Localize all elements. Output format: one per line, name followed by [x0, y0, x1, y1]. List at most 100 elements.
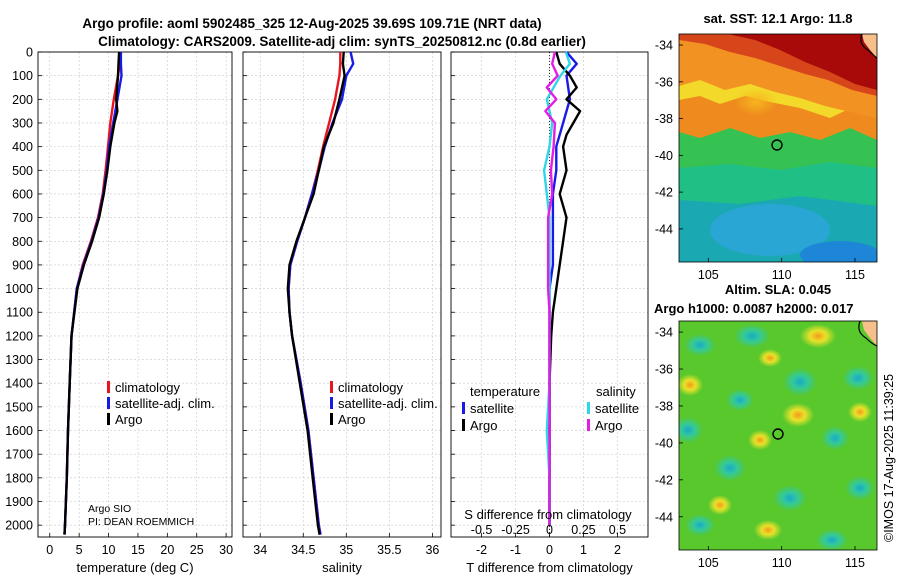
sst-map-frame [678, 33, 878, 263]
temperature-xtick-label: 30 [219, 543, 233, 557]
map-lon-tick-label: 110 [772, 268, 792, 282]
map-lat-tick-label: -40 [655, 149, 673, 163]
differences-xtick-label: -1 [510, 543, 521, 557]
temperature-xtick-label: 20 [160, 543, 174, 557]
legend-entry: climatology [338, 380, 404, 395]
differences-xtick-label: 0 [546, 543, 553, 557]
sla-map-title: Altim. SLA: 0.045 [725, 282, 831, 297]
salinity-xtick-label: 34.5 [291, 543, 315, 557]
salinity-xlabel: salinity [322, 560, 362, 575]
depth-tick-label: 1000 [5, 282, 33, 296]
differences-series-argo-s-diff [544, 51, 559, 526]
salinity-xtick-label: 35.5 [377, 543, 401, 557]
temperature-xtick-label: 10 [102, 543, 116, 557]
legend-entry: Argo [595, 418, 622, 433]
map-lat-tick-label: -44 [655, 222, 673, 236]
depth-tick-label: 1600 [5, 424, 33, 438]
legend-swatch [587, 402, 590, 414]
legend-swatch [330, 381, 333, 393]
map-lon-tick-label: 110 [772, 556, 792, 570]
map-lat-tick-label: -44 [655, 510, 673, 524]
legend-entry: satellite-adj. clim. [115, 396, 215, 411]
depth-tick-label: 300 [12, 116, 33, 130]
salinity-xtick-label: 34 [253, 543, 267, 557]
depth-tick-label: 700 [12, 211, 33, 225]
map-lon-tick-label: 105 [698, 556, 719, 570]
legend-entry: Argo [338, 412, 365, 427]
map-lat-tick-label: -40 [655, 436, 673, 450]
temperature-grid [38, 51, 232, 537]
legend-swatch [107, 413, 110, 425]
legend-swatch [462, 419, 465, 431]
depth-tick-label: 2000 [5, 519, 33, 533]
s-difference-tick-label: 0 [546, 523, 553, 537]
temperature-xtick-label: 15 [131, 543, 145, 557]
map-lat-tick-label: -42 [655, 186, 673, 200]
legend-swatch [330, 413, 333, 425]
depth-tick-label: 0 [26, 46, 33, 60]
legend-swatch [107, 397, 110, 409]
map-lon-tick-label: 105 [698, 268, 719, 282]
map-lat-tick-label: -42 [655, 473, 673, 487]
depth-tick-label: 800 [12, 235, 33, 249]
depth-tick-label: 1800 [5, 471, 33, 485]
s-difference-tick-label: -0.5 [471, 523, 493, 537]
depth-tick-label: 1500 [5, 400, 33, 414]
depth-tick-label: 900 [12, 258, 33, 272]
temperature-xtick-label: 5 [76, 543, 83, 557]
figure-title-line2: Climatology: CARS2009. Satellite-adj cli… [98, 34, 586, 49]
sst-field [679, 34, 877, 262]
s-difference-tick-label: 0.25 [571, 523, 595, 537]
depth-tick-label: 1200 [5, 329, 33, 343]
legend-entry: Argo [470, 418, 497, 433]
differences-xtick-label: -2 [476, 543, 487, 557]
map-lat-tick-label: -36 [655, 75, 673, 89]
temperature-xlabel: temperature (deg C) [76, 560, 193, 575]
depth-tick-label: 1100 [6, 306, 33, 320]
salinity-xtick-label: 36 [425, 543, 439, 557]
salinity-xtick-label: 35 [339, 543, 353, 557]
temperature-axes-frame [37, 51, 233, 538]
sla-field [679, 321, 877, 550]
legend-swatch [330, 397, 333, 409]
map-lat-tick-label: -34 [655, 39, 673, 53]
legend-entry: satellite-adj. clim. [338, 396, 438, 411]
sla-profile-marker [772, 428, 784, 440]
sst-map: sat. SST: 12.1 Argo: 11.8 105 110 115 -34 -3… [655, 11, 878, 282]
legend-header-temperature: temperature [470, 384, 540, 399]
depth-tick-label: 1700 [5, 448, 33, 462]
map-lat-tick-label: -34 [655, 326, 673, 340]
source-note: Argo SIO [88, 503, 131, 515]
sla-map: Altim. SLA: 0.045 Argo h1000: 0.0087 h20… [654, 282, 878, 570]
sla-map-frame [678, 320, 878, 551]
temperature-xtick-label: 25 [190, 543, 204, 557]
legend-entry: Argo [115, 412, 142, 427]
sla-map-subtitle: Argo h1000: 0.0087 h2000: 0.017 [654, 301, 853, 316]
temperature-xtick-label: 0 [46, 543, 53, 557]
depth-tick-label: 500 [12, 164, 33, 178]
differences-xtick-label: 2 [614, 543, 621, 557]
legend-entry: satellite [595, 401, 639, 416]
legend-swatch [587, 419, 590, 431]
differences-xlabel: T difference from climatology [466, 560, 633, 575]
s-difference-tick-label: -0.25 [501, 523, 530, 537]
s-difference-axis-label: S difference from climatology [464, 507, 632, 522]
depth-tick-label: 100 [12, 69, 33, 83]
legend-swatch [107, 381, 110, 393]
map-lon-tick-label: 115 [845, 556, 865, 570]
source-note: PI: DEAN ROEMMICH [88, 516, 194, 528]
map-lat-tick-label: -38 [655, 399, 673, 413]
legend-entry: climatology [115, 380, 181, 395]
legend-entry: satellite [470, 401, 514, 416]
salinity-series-argo [286, 51, 346, 535]
legend-swatch [462, 402, 465, 414]
temperature-series-argo [63, 51, 121, 535]
depth-tick-label: 1300 [5, 353, 33, 367]
map-lat-tick-label: -38 [655, 112, 673, 126]
depth-tick-label: 400 [12, 140, 33, 154]
imos-credit: ©IMOS 17-Aug-2025 11:39:25 [882, 374, 896, 542]
salinity-axes-frame [242, 51, 442, 538]
salinity-grid [243, 51, 441, 537]
map-lat-tick-label: -36 [655, 363, 673, 377]
